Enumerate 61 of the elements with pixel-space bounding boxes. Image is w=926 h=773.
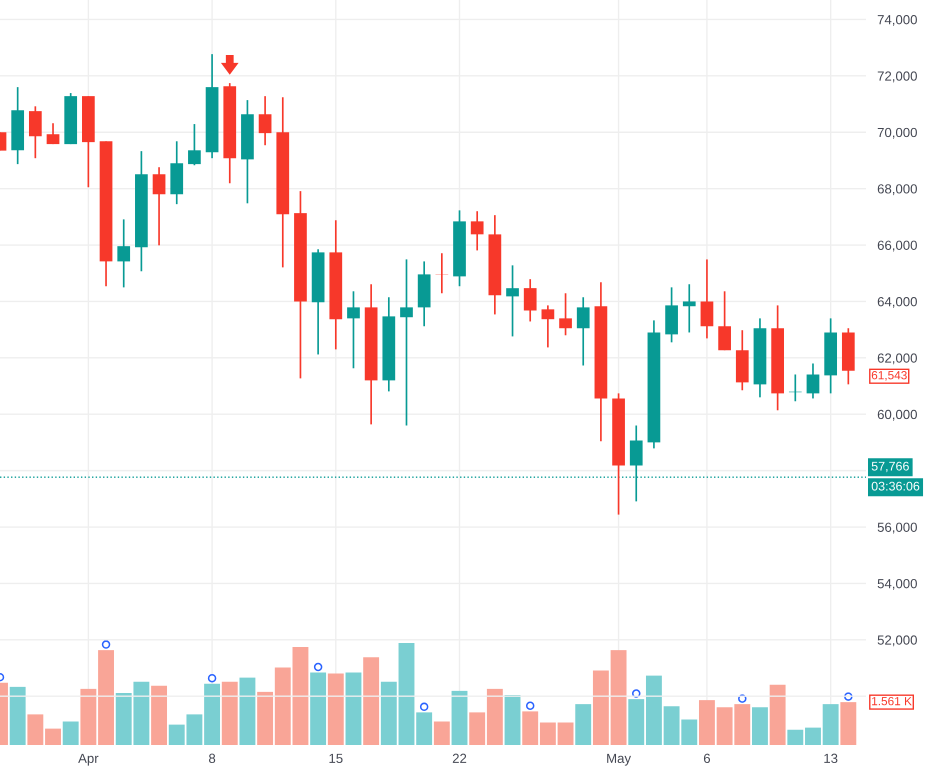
candlestick: [152, 166, 166, 246]
annotation: 1.561 K: [872, 696, 912, 706]
bar: [452, 690, 468, 745]
bar: [257, 692, 274, 745]
bar: [469, 712, 486, 745]
bar: [274, 667, 291, 745]
x-tick-label: 22: [452, 754, 466, 763]
y-tick-label: 66,000: [878, 240, 917, 252]
candlestick: [506, 264, 519, 338]
candlestick: [542, 304, 554, 348]
candlestick: [559, 292, 572, 336]
bar: [116, 692, 132, 745]
candlestick: [806, 362, 820, 400]
x-tick-label: 15: [329, 754, 343, 764]
candlestick: [400, 258, 413, 426]
bar: [239, 678, 256, 745]
bar: [292, 647, 308, 745]
y-tick-label: 72,000: [878, 71, 917, 82]
bar: [575, 704, 592, 745]
candlestick: [117, 218, 130, 288]
candlestick: [718, 290, 731, 352]
candlestick: [258, 95, 272, 146]
bar: [168, 724, 185, 745]
x-tick-label: Apr: [78, 754, 98, 766]
candlestick: [46, 122, 60, 145]
y-tick-label: 52,000: [878, 635, 917, 646]
bar: [222, 682, 238, 745]
bar: [346, 672, 362, 745]
candlestick: [347, 290, 360, 370]
bar: [363, 657, 380, 745]
bar: [133, 682, 150, 745]
candlestick: [188, 123, 201, 166]
y-tick-label: 54,000: [878, 578, 917, 590]
y-tick-label: 62,000: [878, 353, 917, 364]
bar: [10, 686, 26, 745]
y-tick-label: 70,000: [878, 128, 917, 139]
x-tick-label: 8: [208, 754, 216, 764]
candlestick: [576, 296, 590, 366]
candlestick: [682, 283, 696, 334]
x-tick-label: 13: [824, 754, 838, 764]
bar: [328, 674, 344, 745]
ref-line-label: 57,766: [872, 462, 909, 472]
y-tick-label: 74,000: [878, 15, 917, 26]
y-tick-label: 64,000: [878, 297, 917, 308]
text: 03:36:06: [872, 482, 920, 491]
y-tick-label: 60,000: [878, 410, 917, 421]
bar: [681, 719, 698, 745]
candlestick: [470, 210, 484, 252]
annotation: 61,543: [872, 371, 907, 381]
bar: [504, 694, 520, 745]
bar: [752, 707, 768, 745]
bar: [434, 722, 450, 745]
x-tick-label: 6: [704, 754, 710, 764]
bar: [151, 686, 168, 745]
candlestick: [524, 278, 537, 322]
bar: [62, 722, 79, 745]
bar: [486, 688, 503, 745]
y-tick-label: 56,000: [878, 522, 917, 534]
y-tick-label: 68,000: [878, 184, 917, 196]
bar: [770, 684, 786, 745]
x-tick-label: May: [607, 754, 632, 766]
